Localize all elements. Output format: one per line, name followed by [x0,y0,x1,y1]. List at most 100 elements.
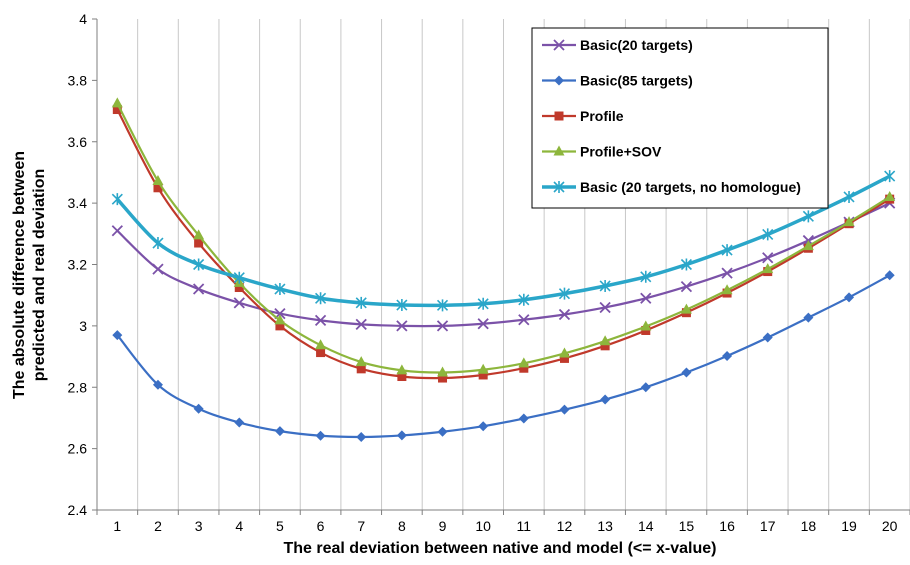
data-point-marker [478,370,488,380]
legend-item: Profile [542,108,624,124]
x-tick-label: 9 [439,518,447,534]
data-point-marker [802,210,814,223]
data-point-marker [762,332,773,343]
data-point-marker [680,258,692,271]
data-point-marker [558,308,571,321]
data-point-marker [438,373,448,383]
x-tick-label: 7 [357,518,365,534]
data-point-marker [559,404,570,415]
x-tick-label: 18 [801,518,817,534]
x-tick-label: 6 [317,518,325,534]
data-point-marker [152,175,164,186]
x-tick-label: 1 [113,518,121,534]
x-tick-label: 4 [235,518,243,534]
x-tick-label: 14 [638,518,654,534]
data-point-marker [721,284,733,295]
data-point-marker [274,426,285,437]
data-point-marker [600,341,610,351]
legend-box [531,27,829,209]
data-point-marker [843,216,855,227]
legend-item: Basic(85 targets) [542,73,693,89]
data-point-marker [234,283,244,293]
series-line [116,174,891,308]
y-tick-label: 3.2 [68,257,88,273]
data-point-marker [518,314,530,326]
data-point-marker [112,330,123,341]
data-point-marker [193,403,204,414]
data-point-marker [802,240,814,251]
data-point-marker [152,237,164,250]
data-point-marker [640,320,652,331]
data-point-marker [315,292,327,305]
data-point-marker [680,280,693,293]
data-point-marker [477,318,489,330]
data-point-marker [355,296,367,309]
series-5 [111,170,896,312]
data-point-marker [844,292,855,303]
data-point-marker [274,314,286,325]
data-point-marker [194,238,204,248]
data-point-marker [554,75,564,86]
series-line [116,202,891,328]
series-group [111,97,896,442]
data-point-marker [153,183,163,193]
x-tick-label: 15 [679,518,695,534]
x-tick-label: 17 [760,518,776,534]
data-point-marker [554,111,564,121]
y-tick-label: 3 [79,318,87,334]
data-point-marker [233,297,245,309]
data-point-marker [722,350,733,361]
data-point-marker [599,301,611,314]
data-point-marker [518,293,530,306]
legend-label: Basic(20 targets) [580,37,693,53]
y-tick-label: 3.8 [68,72,88,88]
data-point-marker [884,170,896,183]
x-tick-label: 11 [517,518,532,534]
legend-item: Basic(20 targets) [542,37,693,53]
data-point-marker [111,225,123,237]
legend-label: Profile [580,108,624,124]
data-point-marker [519,363,529,373]
x-tick-label: 12 [557,518,573,534]
y-axis-title-line-1: The absolute difference between [11,151,28,399]
data-point-marker [274,283,286,296]
data-point-marker [600,394,611,405]
data-point-marker [721,267,733,279]
data-point-marker [437,426,448,437]
data-point-marker [112,105,122,115]
axis-labels: The real deviation between native and mo… [11,151,717,557]
data-point-marker [356,431,367,442]
data-point-marker [553,181,565,193]
x-tick-label: 20 [882,518,898,534]
data-point-marker [803,312,814,323]
data-point-marker [559,353,569,363]
data-point-marker [518,357,530,368]
x-tick-label: 2 [154,518,162,534]
y-tick-label: 4 [79,11,87,27]
x-tick-label: 16 [719,518,735,534]
y-tick-label: 2.8 [68,379,88,395]
data-point-marker [843,190,855,203]
data-point-marker [681,367,692,378]
data-point-marker [518,413,529,424]
data-point-marker [111,193,123,206]
data-point-marker [396,299,408,312]
legend-label: Basic (20 targets, no homologue) [580,179,801,195]
data-point-marker [477,363,489,374]
x-tick-label: 19 [841,518,857,534]
legend-item: Profile+SOV [542,144,662,160]
y-tick-label: 3.6 [68,134,88,150]
data-point-marker [553,39,565,51]
data-point-marker [356,364,366,374]
data-point-marker [396,364,408,375]
x-tick-label: 3 [195,518,203,534]
data-point-marker [396,320,408,332]
data-point-marker [192,283,205,295]
data-point-marker [884,270,895,281]
data-point-marker [436,299,449,312]
x-tick-label: 8 [398,518,406,534]
data-point-marker [640,382,651,393]
legend-label: Profile+SOV [580,144,662,160]
data-point-marker [396,430,407,441]
